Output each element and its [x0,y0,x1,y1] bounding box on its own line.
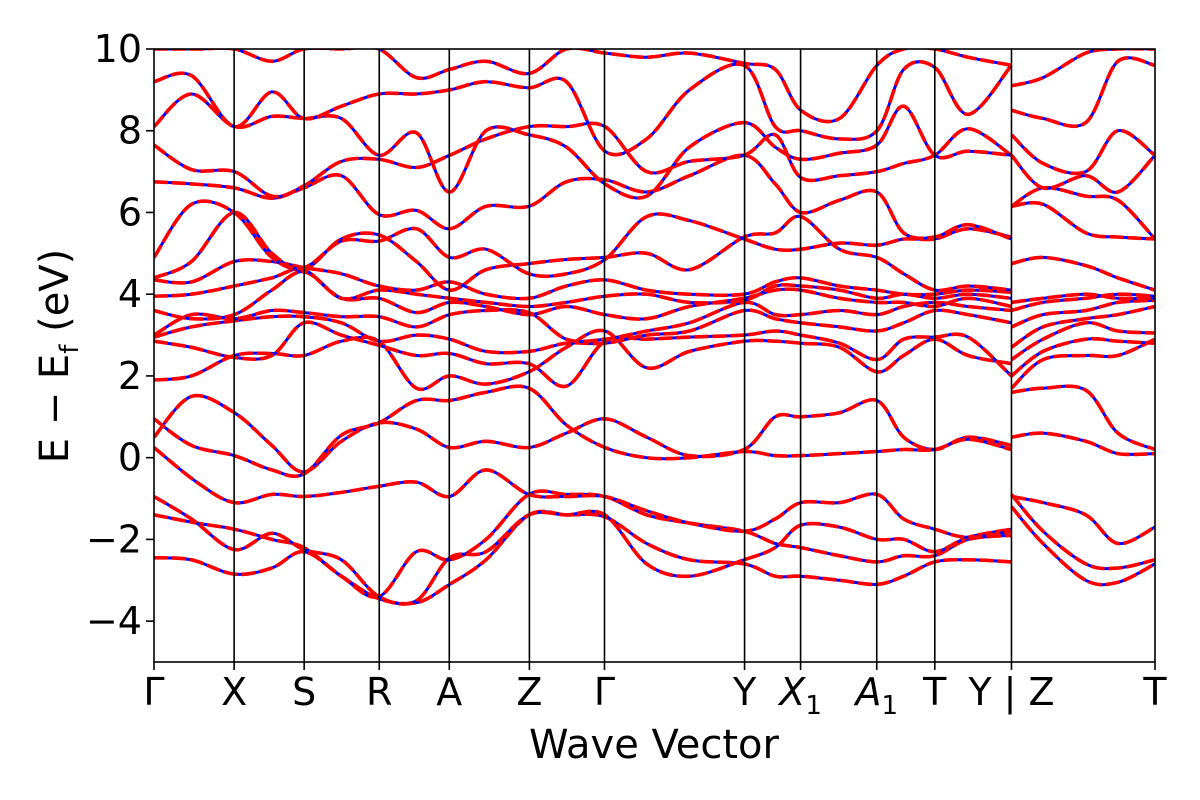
band-line-dashed [1011,494,1155,546]
band-line-dashed [154,384,1012,479]
x-tick-label: X [221,670,247,714]
band-line-dashed [154,494,1012,606]
band-line-dashed [154,446,1012,540]
y-axis-title-main: E − E [32,354,78,464]
band-line-dashed [1010,320,1155,362]
band-line-dashed [154,328,1012,392]
band-line-dashed [154,308,1012,355]
band-line-solid [154,489,1012,599]
x-tick-label: X1 [777,670,822,721]
plot-frame [153,48,1156,663]
band-line-solid [154,509,1012,606]
band-line-dashed [154,320,1013,389]
band-line-dashed [1010,154,1155,195]
y-tick-label: 0 [118,436,142,480]
band-line-dashed [154,92,1012,200]
band-line-dashed [154,269,1012,321]
x-tick-label: R [366,670,392,714]
x-tick-label: S [292,670,316,714]
x-tick-label: Γ [594,670,615,714]
x-tick-label: Γ [143,670,164,714]
y-axis-title-subscript: f [55,344,85,354]
y-tick-label: −2 [86,517,142,561]
band-line-solid [154,384,1012,478]
band-line-dashed [1011,292,1155,313]
x-tick-label: Y [732,670,757,714]
band-line-dashed [1010,304,1155,349]
band-line-dashed [1010,298,1155,329]
band-line-dashed [154,509,1012,606]
y-tick-label: 4 [118,272,142,316]
band-line-dashed [154,210,1012,293]
band-line-dashed [1010,336,1155,378]
band-line-dashed [1011,431,1155,457]
high-symmetry-lines [233,49,1013,662]
y-tick-label: 8 [118,109,142,153]
y-tick-label: 10 [94,27,142,71]
band-line-dashed [154,300,1012,344]
band-line-dashed [1011,384,1155,452]
y-tick-label: 6 [118,190,142,234]
band-line-dashed [1010,128,1155,176]
band-line-dashed [1011,55,1155,129]
band-line-solid [1011,255,1155,292]
band-line-dashed [1011,255,1155,292]
band-line-dashed [154,393,1012,474]
x-tick-label: A1 [852,670,898,721]
x-tick-label: Y | Z [967,670,1054,715]
y-axis-title: E − Ef (eV) [32,249,85,464]
band-line-dashed [154,489,1012,600]
y-tick-label: 2 [118,354,142,398]
band-line-dashed [1011,200,1155,241]
band-line-dashed [1011,49,1155,88]
y-axis-ticks: −4 −2 0 2 4 6 8 10 [86,27,154,643]
x-tick-label: A [436,670,462,714]
band-line-solid [154,328,1012,391]
x-tick-label: T [922,670,947,714]
band-line-dashed [154,59,1013,157]
x-axis-ticks: Γ X S R A Z Γ Y X1 A1 T Y | Z T [143,662,1167,721]
band-line-dashed [154,199,1012,279]
band-line-solid [1010,505,1155,587]
x-tick-label: Z [516,670,542,714]
band-line-solid [154,211,1012,293]
y-tick-label: −4 [86,599,142,643]
band-line-dashed [1010,493,1155,571]
band-lines [154,49,1155,606]
band-line-dashed [1011,292,1155,305]
x-tick-label: T [1142,670,1167,714]
band-line-dashed [1010,185,1155,241]
band-line-dashed [1010,337,1155,390]
band-line-dashed [1010,505,1155,587]
y-axis-title-unit: (eV) [32,249,78,345]
band-line-solid [154,446,1012,539]
x-axis-title: Wave Vector [529,722,780,768]
